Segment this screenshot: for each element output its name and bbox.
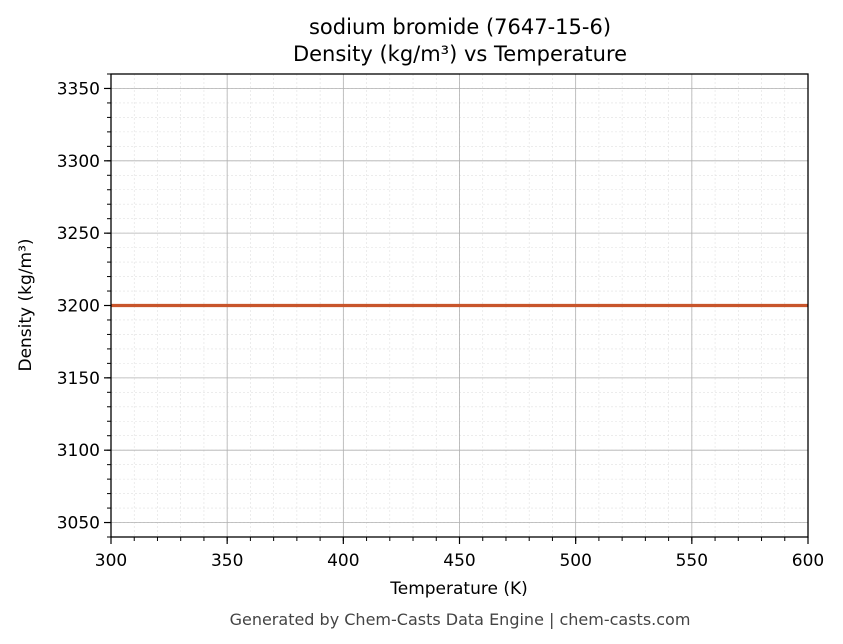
chart-subtitle: Density (kg/m³) vs Temperature [293, 42, 627, 66]
y-tick-label: 3350 [57, 79, 100, 99]
x-tick-label: 300 [95, 551, 127, 571]
y-tick-label: 3100 [57, 441, 100, 461]
x-tick-label: 500 [559, 551, 591, 571]
x-tick-labels: 300 350 400 450 500 550 600 [95, 551, 824, 571]
y-tick-label: 3200 [57, 297, 100, 317]
x-tick-label: 600 [792, 551, 824, 571]
x-tick-label: 450 [443, 551, 475, 571]
x-tick-label: 550 [676, 551, 708, 571]
y-tick-labels: 3050 3100 3150 3200 3250 3300 3350 [57, 79, 100, 533]
y-axis-label: Density (kg/m³) [16, 238, 36, 371]
y-tick-label: 3150 [57, 369, 100, 389]
x-tick-label: 350 [211, 551, 243, 571]
y-tick-label: 3250 [57, 224, 100, 244]
x-axis-label: Temperature (K) [389, 579, 528, 599]
x-tick-label: 400 [327, 551, 359, 571]
footer-credit: Generated by Chem-Casts Data Engine | ch… [230, 610, 691, 629]
chart-title: sodium bromide (7647-15-6) [309, 15, 611, 39]
axis-ticks [104, 73, 809, 544]
y-tick-label: 3050 [57, 514, 100, 534]
y-tick-label: 3300 [57, 152, 100, 172]
